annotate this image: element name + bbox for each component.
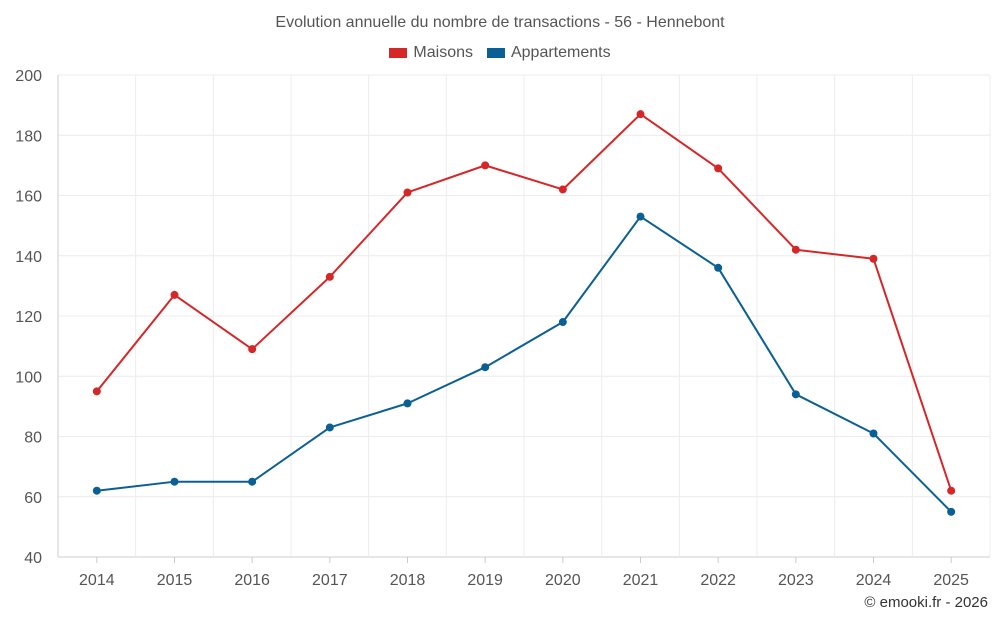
y-tick-label: 80 — [24, 430, 42, 447]
credit-text: © emooki.fr - 2026 — [864, 594, 988, 611]
x-tick-label: 2021 — [623, 572, 659, 589]
y-tick-label: 40 — [24, 550, 42, 567]
y-tick-label: 160 — [15, 189, 42, 206]
y-tick-label: 200 — [15, 68, 42, 85]
data-point-maisons[interactable] — [481, 161, 490, 170]
x-tick-label: 2017 — [312, 572, 348, 589]
data-point-appartements[interactable] — [558, 318, 567, 327]
data-point-appartements[interactable] — [170, 477, 179, 486]
y-tick-label: 100 — [15, 369, 42, 386]
data-point-maisons[interactable] — [170, 290, 179, 299]
data-point-appartements[interactable] — [714, 263, 723, 272]
legend: Maisons Appartements — [0, 44, 1000, 62]
x-tick-label: 2023 — [778, 572, 814, 589]
y-tick-label: 140 — [15, 249, 42, 266]
data-point-appartements[interactable] — [636, 212, 645, 221]
data-point-appartements[interactable] — [481, 363, 490, 372]
data-point-maisons[interactable] — [248, 345, 257, 354]
legend-label-appartements: Appartements — [510, 44, 611, 61]
legend-swatch-maisons — [389, 48, 408, 58]
y-tick-label: 60 — [24, 490, 42, 507]
data-point-appartements[interactable] — [325, 423, 334, 432]
data-point-appartements[interactable] — [947, 507, 956, 516]
x-tick-label: 2020 — [545, 572, 581, 589]
x-tick-label: 2014 — [79, 572, 115, 589]
x-tick-label: 2025 — [933, 572, 969, 589]
data-point-appartements[interactable] — [791, 390, 800, 399]
data-point-maisons[interactable] — [869, 254, 878, 263]
data-point-maisons[interactable] — [92, 387, 101, 396]
x-tick-label: 2022 — [700, 572, 736, 589]
series-line-appartements — [96, 215, 952, 513]
data-point-appartements[interactable] — [869, 429, 878, 438]
data-point-maisons[interactable] — [558, 185, 567, 194]
x-tick-label: 2024 — [856, 572, 892, 589]
data-point-maisons[interactable] — [714, 164, 723, 173]
y-tick-label: 180 — [15, 128, 42, 145]
legend-item-appartements[interactable]: Appartements — [486, 44, 611, 62]
data-point-maisons[interactable] — [403, 188, 412, 197]
chart-title: Evolution annuelle du nombre de transact… — [275, 14, 725, 31]
data-point-appartements[interactable] — [403, 399, 412, 408]
series-line-maisons — [96, 113, 953, 492]
x-tick-label: 2019 — [467, 572, 503, 589]
data-point-maisons[interactable] — [791, 245, 800, 254]
data-point-appartements[interactable] — [248, 477, 257, 486]
legend-label-maisons: Maisons — [413, 44, 473, 61]
data-point-appartements[interactable] — [92, 486, 101, 495]
x-tick-label: 2015 — [157, 572, 193, 589]
y-tick-label: 120 — [15, 309, 42, 326]
data-point-maisons[interactable] — [325, 272, 334, 281]
legend-item-maisons[interactable]: Maisons — [389, 44, 473, 62]
data-point-maisons[interactable] — [947, 486, 956, 495]
data-point-maisons[interactable] — [636, 110, 645, 119]
x-tick-label: 2016 — [234, 572, 270, 589]
legend-swatch-appartements — [486, 48, 505, 58]
x-tick-label: 2018 — [390, 572, 426, 589]
